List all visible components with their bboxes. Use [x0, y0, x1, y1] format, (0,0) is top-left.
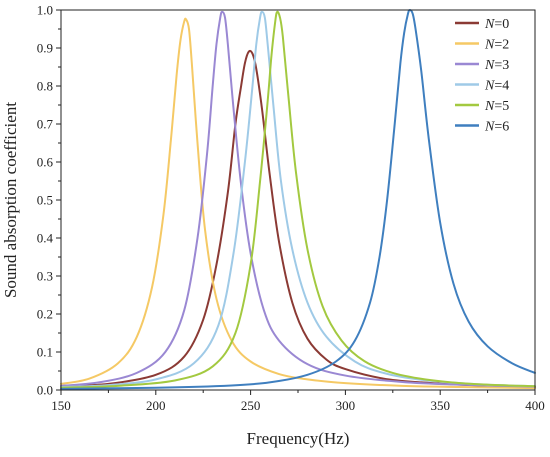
y-tick-label: 0.1 — [37, 345, 53, 360]
series-line-n5 — [60, 10, 536, 389]
legend-label: N=5 — [484, 99, 509, 114]
legend: N=0 N=2 N=3 N=4 N=5 N=6 — [455, 17, 509, 135]
plot-frame — [60, 9, 536, 391]
series-layer — [60, 9, 536, 390]
legend-label: N=0 — [484, 17, 509, 32]
legend-label: N=2 — [484, 38, 509, 53]
series-line-n3 — [60, 10, 536, 388]
y-tick-label: 0.9 — [37, 41, 53, 56]
legend-label: N=4 — [484, 79, 509, 94]
y-tick-label: 0.4 — [37, 231, 54, 246]
y-tick-label: 0.7 — [37, 117, 54, 132]
legend-label: N=6 — [484, 120, 509, 135]
y-tick-label: 0.3 — [37, 269, 53, 284]
series-line-n6 — [60, 9, 536, 390]
x-tick-label: 150 — [51, 398, 71, 413]
tick-layer: 150 200 250 300 350 400 0.0 0.1 0.2 0.3 0.4 0.5 0.6 0… — [37, 3, 545, 414]
y-tick-label: 0.6 — [37, 155, 54, 170]
x-tick-label: 300 — [336, 398, 356, 413]
y-tick-label: 0.5 — [37, 193, 53, 208]
x-tick-label: 200 — [146, 398, 166, 413]
y-tick-label: 0.0 — [37, 383, 53, 398]
series-line-n4 — [60, 10, 536, 388]
series-line-n2 — [60, 17, 536, 390]
x-tick-label: 400 — [525, 398, 545, 413]
series-line-n0 — [60, 49, 536, 388]
x-tick-label: 250 — [241, 398, 261, 413]
y-axis-title: Sound absorption coefficient — [1, 102, 20, 298]
y-tick-label: 1.0 — [37, 3, 53, 18]
y-tick-label: 0.2 — [37, 307, 53, 322]
legend-label: N=3 — [484, 58, 509, 73]
x-tick-label: 350 — [430, 398, 450, 413]
x-axis-title: Frequency(Hz) — [247, 429, 350, 448]
y-tick-label: 0.8 — [37, 79, 53, 94]
